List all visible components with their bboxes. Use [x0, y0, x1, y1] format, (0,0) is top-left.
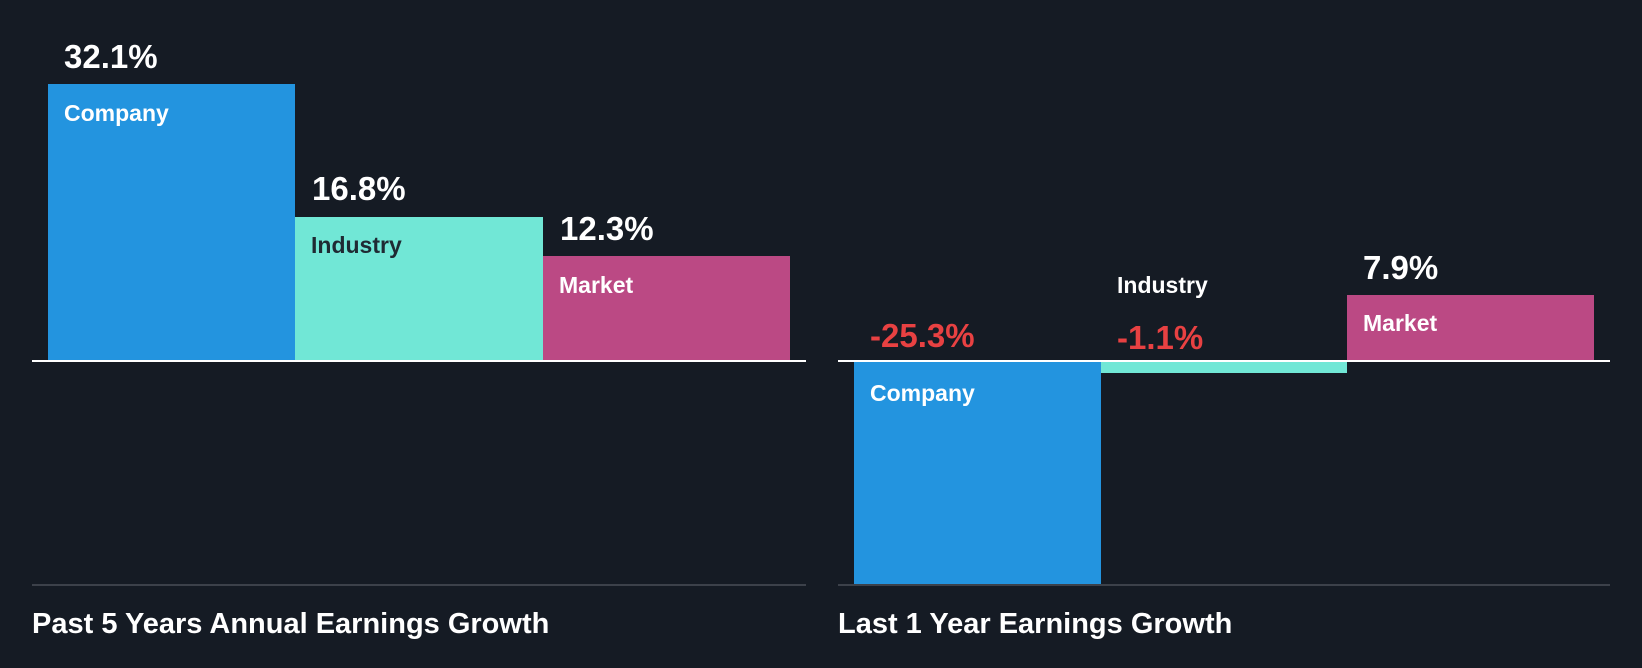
right-company-bar [854, 362, 1101, 584]
left-industry-value: 16.8% [312, 170, 406, 207]
left-floor-line [32, 584, 806, 586]
left-company-value: 32.1% [64, 38, 158, 75]
left-industry-bar [295, 217, 543, 361]
right-industry-value: -1.1% [1117, 319, 1204, 356]
left-market-bar [543, 256, 790, 361]
right-company-value: -25.3% [870, 317, 975, 354]
right-industry-bar [1101, 362, 1347, 373]
left-company-label: Company [64, 100, 169, 126]
left-market-label: Market [559, 272, 634, 298]
left-market-value: 12.3% [560, 210, 654, 247]
right-chart-title: Last 1 Year Earnings Growth [838, 608, 1233, 640]
left-zero-baseline [32, 360, 806, 362]
right-market-label: Market [1363, 310, 1438, 336]
left-chart-title: Past 5 Years Annual Earnings Growth [32, 608, 550, 640]
right-market-value: 7.9% [1363, 249, 1439, 286]
right-market-bar [1347, 295, 1594, 361]
right-floor-line [838, 584, 1610, 586]
left-company-bar [48, 84, 295, 361]
right-zero-baseline [838, 360, 1610, 362]
left-chart-panel: 32.1% Company 16.8% Industry 12.3% Marke… [32, 38, 806, 640]
right-company-label: Company [870, 380, 975, 406]
right-industry-label: Industry [1117, 272, 1208, 298]
left-industry-label: Industry [311, 232, 402, 258]
